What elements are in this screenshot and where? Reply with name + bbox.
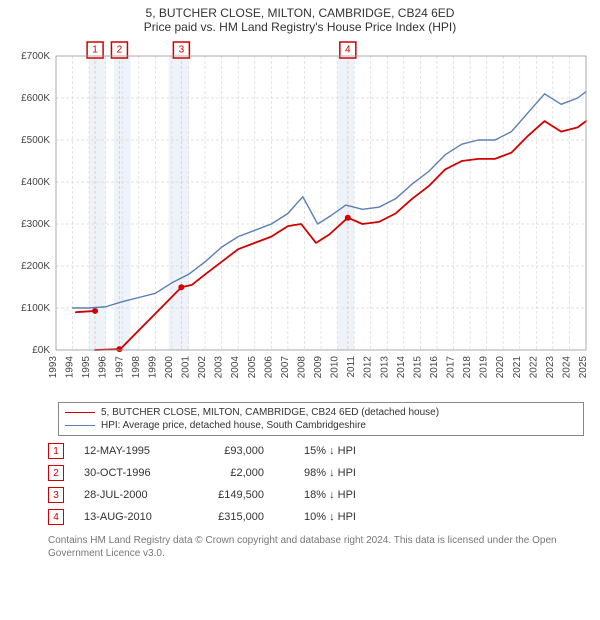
fineprint: Contains HM Land Registry data © Crown c…	[48, 534, 584, 560]
svg-text:2013: 2013	[379, 356, 390, 379]
svg-text:2009: 2009	[313, 356, 324, 379]
svg-text:2020: 2020	[495, 356, 506, 379]
svg-text:1997: 1997	[114, 356, 125, 379]
transaction-marker: 1	[48, 443, 64, 459]
transaction-date: 30-OCT-1996	[84, 467, 204, 479]
svg-text:2014: 2014	[396, 356, 407, 379]
chart-title-2: Price paid vs. HM Land Registry's House …	[6, 20, 594, 34]
svg-text:2017: 2017	[446, 356, 457, 379]
transaction-marker: 2	[48, 465, 64, 481]
transaction-marker: 4	[48, 509, 64, 525]
svg-text:1993: 1993	[48, 356, 59, 379]
svg-text:2006: 2006	[263, 356, 274, 379]
chart-svg: 1993 1994 1995 1996 1997 1998 1999 2000 2001 2002…	[6, 38, 594, 398]
svg-text:2021: 2021	[512, 356, 523, 379]
svg-text:1994: 1994	[65, 356, 76, 379]
svg-text:2025: 2025	[578, 356, 589, 379]
legend-swatch	[65, 412, 95, 413]
transaction-row: 1 12-MAY-1995£93,00015% ↓ HPI	[48, 440, 594, 462]
transaction-row: 3 28-JUL-2000£149,50018% ↓ HPI	[48, 484, 594, 506]
transactions-table: 1 12-MAY-1995£93,00015% ↓ HPI 2 30-OCT-1996…	[48, 440, 594, 528]
svg-text:1998: 1998	[131, 356, 142, 379]
transaction-row: 4 13-AUG-2010£315,00010% ↓ HPI	[48, 506, 594, 528]
legend-swatch	[65, 425, 95, 426]
svg-text:1995: 1995	[81, 356, 92, 379]
svg-text:2012: 2012	[363, 356, 374, 379]
svg-text:£100K: £100K	[21, 303, 50, 314]
svg-text:2011: 2011	[346, 356, 357, 378]
legend-item: 5, BUTCHER CLOSE, MILTON, CAMBRIDGE, CB2…	[65, 406, 577, 419]
svg-text:2022: 2022	[528, 356, 539, 379]
svg-text:2019: 2019	[479, 356, 490, 379]
svg-text:1999: 1999	[147, 356, 158, 379]
svg-text:£700K: £700K	[21, 51, 50, 62]
legend-label: HPI: Average price, detached house, Sout…	[101, 420, 366, 431]
svg-text:1996: 1996	[98, 356, 109, 379]
svg-text:2018: 2018	[462, 356, 473, 379]
transaction-date: 13-AUG-2010	[84, 511, 204, 523]
svg-text:2016: 2016	[429, 356, 440, 379]
svg-text:2023: 2023	[545, 356, 556, 379]
svg-text:2024: 2024	[561, 356, 572, 379]
svg-text:2015: 2015	[412, 356, 423, 379]
svg-text:2010: 2010	[330, 356, 341, 379]
svg-text:2000: 2000	[164, 356, 175, 379]
svg-text:2008: 2008	[296, 356, 307, 379]
transaction-row: 2 30-OCT-1996£2,00098% ↓ HPI	[48, 462, 594, 484]
svg-text:£300K: £300K	[21, 219, 50, 230]
svg-text:2001: 2001	[181, 356, 192, 379]
transaction-pct: 18% ↓ HPI	[304, 489, 404, 501]
svg-text:2002: 2002	[197, 356, 208, 379]
transaction-date: 28-JUL-2000	[84, 489, 204, 501]
transaction-price: £93,000	[204, 445, 304, 457]
svg-text:£0K: £0K	[32, 345, 50, 356]
legend-item: HPI: Average price, detached house, Sout…	[65, 419, 577, 432]
chart-title-1: 5, BUTCHER CLOSE, MILTON, CAMBRIDGE, CB2…	[6, 6, 594, 20]
legend: 5, BUTCHER CLOSE, MILTON, CAMBRIDGE, CB2…	[58, 402, 584, 436]
transaction-pct: 15% ↓ HPI	[304, 445, 404, 457]
svg-text:4: 4	[345, 45, 351, 56]
svg-text:2007: 2007	[280, 356, 291, 379]
legend-label: 5, BUTCHER CLOSE, MILTON, CAMBRIDGE, CB2…	[101, 407, 439, 418]
svg-text:1: 1	[92, 45, 98, 56]
svg-text:2: 2	[117, 45, 123, 56]
svg-text:£400K: £400K	[21, 177, 50, 188]
svg-text:3: 3	[179, 45, 185, 56]
svg-text:2004: 2004	[230, 356, 241, 379]
chart-area: 1993 1994 1995 1996 1997 1998 1999 2000 2001 2002…	[6, 38, 594, 398]
transaction-pct: 98% ↓ HPI	[304, 467, 404, 479]
svg-text:£600K: £600K	[21, 93, 50, 104]
svg-text:£500K: £500K	[21, 135, 50, 146]
transaction-price: £315,000	[204, 511, 304, 523]
transaction-pct: 10% ↓ HPI	[304, 511, 404, 523]
svg-text:£200K: £200K	[21, 261, 50, 272]
transaction-price: £149,500	[204, 489, 304, 501]
svg-text:2003: 2003	[214, 356, 225, 379]
transaction-marker: 3	[48, 487, 64, 503]
svg-text:2005: 2005	[247, 356, 258, 379]
transaction-date: 12-MAY-1995	[84, 445, 204, 457]
transaction-price: £2,000	[204, 467, 304, 479]
